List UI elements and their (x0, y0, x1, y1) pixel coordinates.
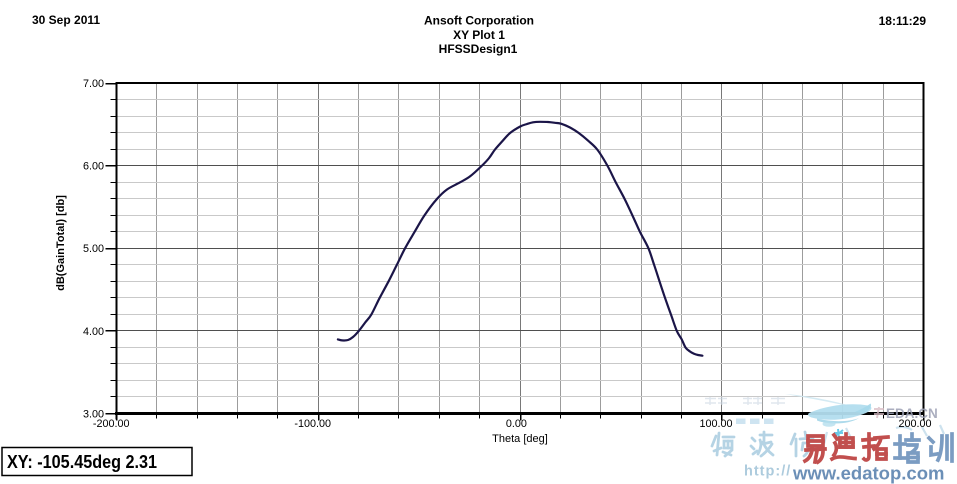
svg-text:XY Plot 1: XY Plot 1 (453, 28, 505, 42)
svg-text:XY: -105.45deg 2.31: XY: -105.45deg 2.31 (7, 452, 157, 472)
svg-text:Ansoft Corporation: Ansoft Corporation (424, 14, 534, 28)
svg-text:HFSSDesign1: HFSSDesign1 (439, 42, 518, 56)
svg-text:18:11:29: 18:11:29 (879, 14, 927, 28)
svg-text:5.00: 5.00 (83, 243, 104, 255)
svg-text:7.00: 7.00 (83, 78, 104, 90)
svg-text:Theta [deg]: Theta [deg] (492, 433, 548, 445)
svg-text:EDA.CN: EDA.CN (886, 406, 938, 421)
svg-text:0.00: 0.00 (506, 418, 527, 430)
svg-text:3.00: 3.00 (83, 409, 104, 421)
svg-text:http://: http:// (744, 464, 791, 480)
svg-text:100.00: 100.00 (699, 418, 732, 430)
svg-text:4.00: 4.00 (83, 326, 104, 338)
svg-text:6.00: 6.00 (83, 161, 104, 173)
svg-text:dB(GainTotal) [db]: dB(GainTotal) [db] (55, 195, 67, 291)
svg-text:200.00: 200.00 (898, 418, 931, 430)
svg-text:-200.00: -200.00 (93, 418, 130, 430)
svg-text:-100.00: -100.00 (294, 418, 331, 430)
svg-text:30 Sep 2011: 30 Sep 2011 (32, 13, 100, 27)
svg-text:www.edatop.com: www.edatop.com (792, 463, 944, 484)
